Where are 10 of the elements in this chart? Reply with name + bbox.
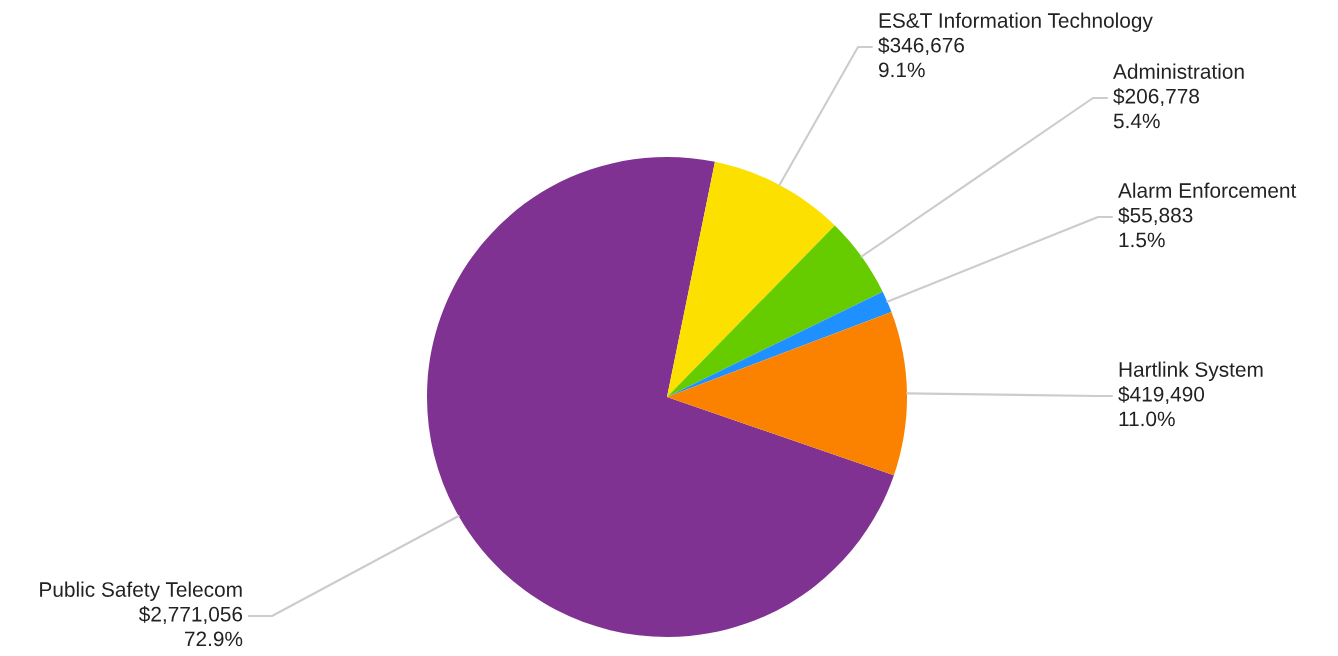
data-label: $55,883 1.5% [1118,206,1193,248]
slice-label: Alarm Enforcement [1118,182,1297,198]
slice-label: Administration [1113,63,1244,79]
slice-label: Hartlink System [1119,361,1263,382]
data-label: $346,676 9.1% [878,36,964,78]
data-label: $2,771,056 72.9% [138,605,243,647]
slice-label: ES&T Information Technology [879,12,1153,33]
data-label: $419,490 11.0% [1118,385,1205,427]
slice-label: Public Safety Telecom [40,581,242,602]
data-label: $206,778 5.4% [1113,87,1199,129]
